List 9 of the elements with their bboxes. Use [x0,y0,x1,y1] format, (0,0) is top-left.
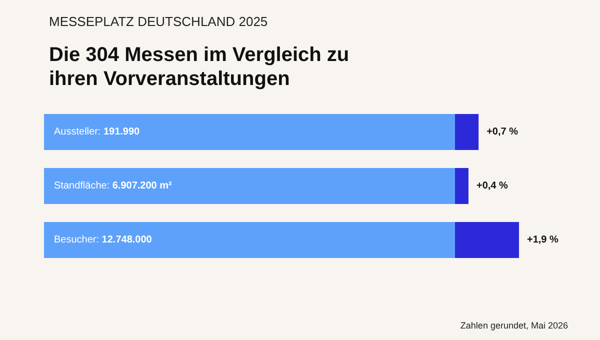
data-label: +0,7 % [486,126,518,138]
y-tick-label: Besucher: 12.748.000 [54,234,152,246]
data-label: +1,9 % [527,234,559,246]
data-label: +0,4 % [476,180,508,192]
y-tick-label: Aussteller: 191.990 [54,126,140,138]
text: Zahlen gerundet, Mai 2026 [460,320,568,330]
text: MESSEPLATZ DEUTSCHLAND 2025 [49,14,268,29]
y-tick-label: Standfläche: 6.907.200 m² [54,180,173,192]
text: Die 304 Messen im Vergleich zu ihren Vorveranstaltungen [49,44,355,90]
